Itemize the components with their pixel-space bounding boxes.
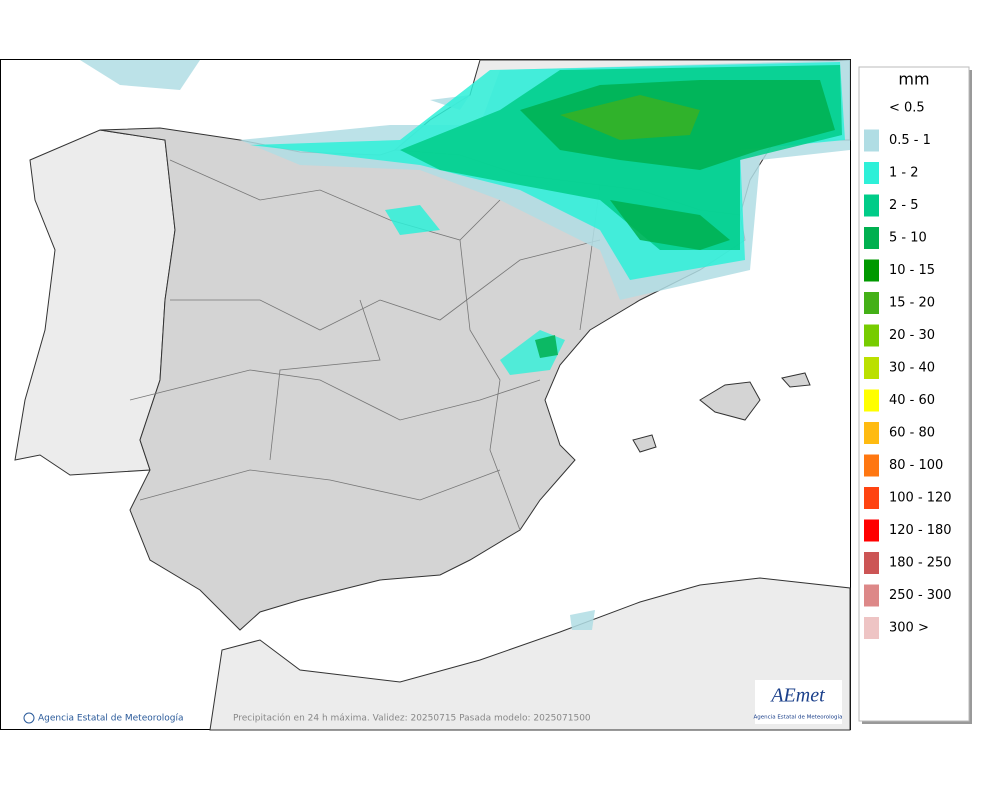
logo-subtitle: Agencia Estatal de Meteorología (754, 714, 843, 721)
legend-swatch (864, 584, 879, 607)
legend-swatch (864, 324, 879, 347)
legend-label: 2 - 5 (889, 198, 919, 213)
legend-label: 30 - 40 (889, 361, 935, 376)
legend-label: 80 - 100 (889, 458, 943, 473)
legend-label: 180 - 250 (889, 556, 952, 571)
region-borders (129, 159, 601, 531)
legend-swatch (864, 97, 879, 119)
precip-area (80, 60, 200, 90)
africa (209, 577, 851, 731)
legend-label: 20 - 30 (889, 328, 935, 343)
legend-swatch (864, 389, 879, 412)
legend-label: 120 - 180 (889, 523, 952, 538)
legend-swatch (864, 519, 879, 542)
legend-label: 300 > (889, 621, 929, 636)
precip-area (570, 610, 595, 630)
legend-label: 60 - 80 (889, 426, 935, 441)
mallorca (699, 381, 761, 421)
legend-swatch (864, 162, 879, 184)
legend-label: 1 - 2 (889, 166, 919, 181)
ibiza (632, 434, 657, 453)
legend-swatch (864, 487, 879, 509)
legend-swatch (864, 454, 879, 477)
logo: AEmet Agencia Estatal de Meteorología (754, 680, 843, 724)
precip-area (385, 205, 440, 235)
legend-swatch (864, 552, 879, 574)
legend-title: mm (898, 70, 929, 89)
legend-label: 40 - 60 (889, 393, 935, 408)
legend-label: 15 - 20 (889, 296, 935, 311)
credit: Agencia Estatal de Meteorología (23, 712, 184, 724)
legend-swatch (864, 194, 879, 217)
legend-label: 10 - 15 (889, 263, 935, 278)
legend-swatch (864, 129, 879, 152)
precip-area (560, 95, 700, 140)
legend-swatch (864, 422, 879, 444)
legend-label: < 0.5 (889, 101, 925, 116)
legend-swatch (864, 259, 879, 282)
logo-name: AEmet (769, 685, 825, 707)
caption: Precipitación en 24 h máxima. Validez: 2… (233, 713, 591, 724)
copyright-icon (23, 712, 35, 724)
legend-label: 250 - 300 (889, 588, 952, 603)
legend-label: 5 - 10 (889, 231, 927, 246)
legend-label: 100 - 120 (889, 491, 952, 506)
menorca (781, 372, 811, 388)
legend: mm < 0.5 0.5 - 1 1 - 2 2 - 5 5 - 10 10 - 15 15… (858, 66, 972, 724)
legend-swatch (864, 357, 879, 379)
logo-box (755, 680, 842, 724)
legend-swatch (864, 227, 879, 249)
credit-text: Agencia Estatal de Meteorología (38, 714, 184, 724)
precip-area (610, 200, 730, 250)
precip-area (535, 335, 558, 358)
legend-swatch (864, 617, 879, 639)
legend-label: 0.5 - 1 (889, 133, 931, 148)
legend-swatch (864, 292, 879, 314)
precipitation (80, 60, 850, 630)
